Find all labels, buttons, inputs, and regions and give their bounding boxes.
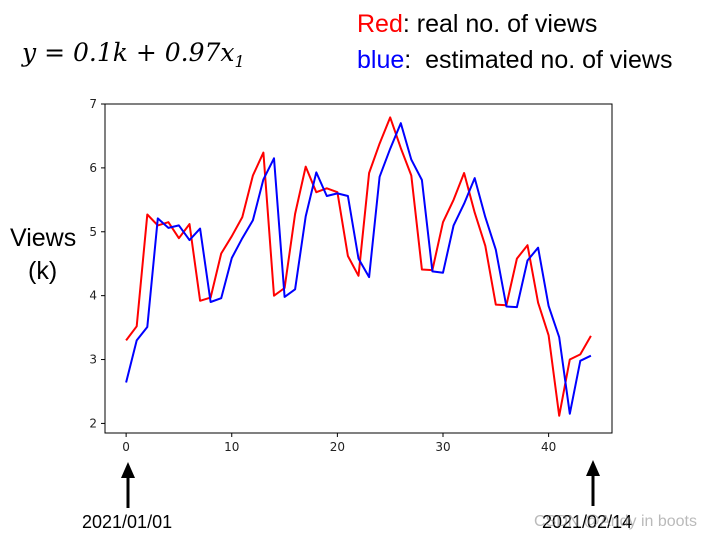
y-axis-label-unit: (k): [28, 257, 58, 285]
y-tick-label: 6: [89, 161, 97, 175]
arrow-end: [586, 460, 600, 506]
x-tick-label: 20: [330, 440, 345, 454]
x-tick-label: 10: [224, 440, 239, 454]
y-tick-label: 7: [89, 97, 97, 111]
formula-text: y = 0.1k + 0.97x: [22, 38, 235, 67]
series-line-real: [125, 116, 592, 417]
formula: y = 0.1k + 0.97x1: [22, 38, 245, 71]
y-tick-label: 2: [89, 416, 97, 430]
legend-blue-rest: : estimated no. of views: [404, 46, 673, 74]
y-axis-label-views: Views: [10, 224, 77, 252]
formula-subscript: 1: [234, 52, 245, 71]
y-tick-label: 4: [89, 289, 97, 303]
legend-real: Red: real no. of views: [357, 6, 672, 42]
x-tick-label: 40: [541, 440, 556, 454]
y-tick-label: 5: [89, 225, 97, 239]
plot-frame: [104, 103, 613, 434]
date-end-label: 2021/02/14: [542, 512, 633, 532]
series-line-estimated: [125, 122, 592, 415]
date-start-label: 2021/01/01: [82, 512, 173, 532]
legend-estimated: blue: estimated no. of views: [357, 42, 672, 78]
legend-red-rest: : real no. of views: [402, 10, 598, 38]
arrow-start: [121, 462, 135, 508]
legend-blue-word: blue: [357, 46, 405, 74]
x-tick-label: 30: [435, 440, 450, 454]
x-tick-label: 0: [122, 440, 130, 454]
y-tick-label: 3: [89, 353, 97, 367]
legend-red-word: Red: [357, 10, 403, 38]
watermark: CSDN @Andy in boots: [534, 513, 697, 530]
legend: Red: real no. of views blue: estimated n…: [357, 6, 672, 78]
